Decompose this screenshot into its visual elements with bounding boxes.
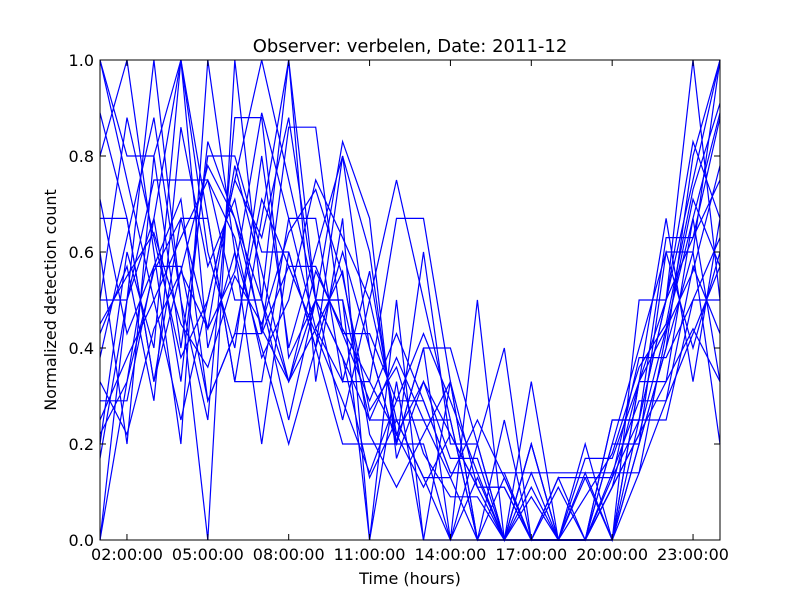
y-axis-label: Normalized detection count <box>41 189 60 411</box>
x-tick-label-8: 23:00:00 <box>657 545 729 564</box>
x-axis-label: Time (hours) <box>358 569 461 588</box>
y-tick-label-3: 0.4 <box>69 339 94 358</box>
series-line-10 <box>99 59 721 543</box>
x-tick-label-4: 11:00:00 <box>334 545 406 564</box>
series-line-3 <box>100 264 721 474</box>
plot-frame <box>99 59 721 541</box>
chart-title: Observer: verbelen, Date: 2011-12 <box>253 36 568 57</box>
y-axis: 0.0 0.2 0.4 0.6 0.8 1.0 <box>69 51 720 550</box>
x-tick-label-5: 14:00:00 <box>415 545 487 564</box>
y-tick-label-1: 0.0 <box>69 531 94 550</box>
x-tick-label-7: 20:00:00 <box>576 545 648 564</box>
x-tick-label-1: 02:00:00 <box>91 545 163 564</box>
y-tick-label-5: 0.8 <box>69 147 94 166</box>
x-tick-label-3: 08:00:00 <box>253 545 325 564</box>
series-layer <box>99 59 721 543</box>
series-line-14 <box>99 103 721 542</box>
series-line-16 <box>99 178 721 541</box>
series-line-18 <box>99 117 721 542</box>
series-line-20 <box>99 112 721 541</box>
x-tick-label-2: 05:00:00 <box>172 545 244 564</box>
series-line-17 <box>99 196 721 542</box>
x-axis: 02:00:00 05:00:00 08:00:00 11:00:00 14:00:00… <box>91 60 729 564</box>
x-tick-label-6: 17:00:00 <box>495 545 567 564</box>
y-tick-label-4: 0.6 <box>69 243 94 262</box>
plot-area: 02:00:00 05:00:00 08:00:00 11:00:00 14:00:00… <box>69 51 729 564</box>
y-tick-label-6: 1.0 <box>69 51 94 70</box>
y-tick-label-2: 0.2 <box>69 435 94 454</box>
series-line-13 <box>99 59 721 543</box>
